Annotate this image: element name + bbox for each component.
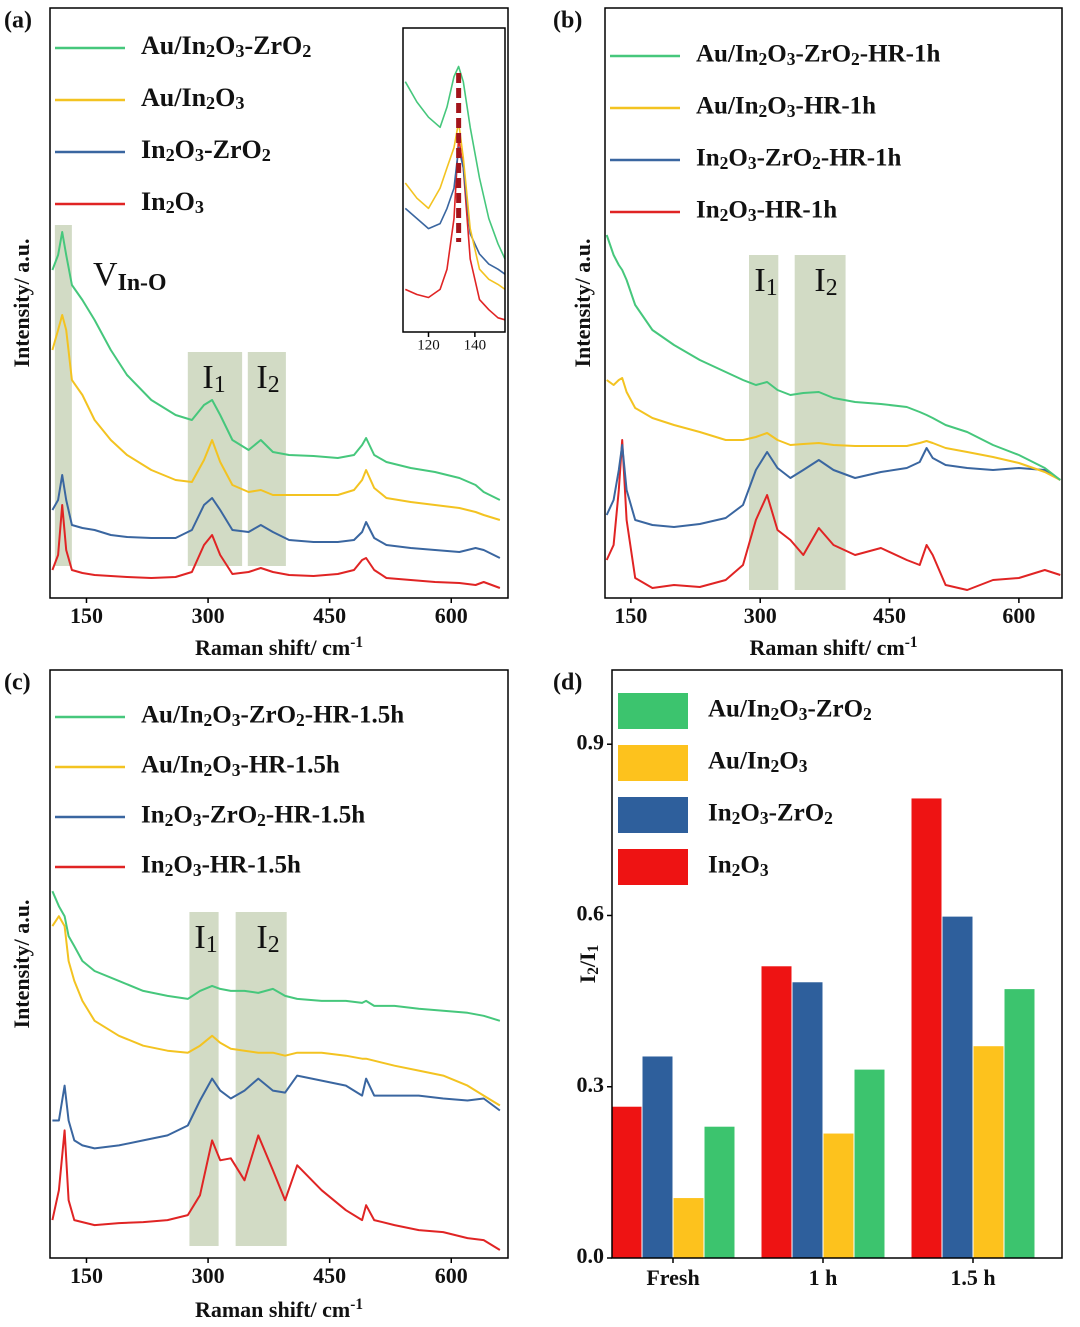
legend-label: In2O3-HR-1.5h	[141, 852, 301, 880]
legend-label: In2O3-ZrO2	[708, 800, 833, 828]
legend-label: In2O3-ZrO2-HR-1h	[696, 145, 902, 173]
spectrum-line	[51, 231, 501, 501]
x-tick-label: 120	[417, 337, 440, 353]
legend-label: Au/In2O3	[708, 748, 808, 776]
x-axis-label: Raman shift/ cm-1	[195, 1296, 363, 1322]
y-axis-label: Intensity/ a.u.	[9, 239, 34, 368]
highlight-band	[794, 255, 846, 590]
panel-title: (a)	[4, 8, 32, 34]
spectrum-line	[51, 890, 501, 1022]
legend-swatch	[618, 693, 688, 729]
legend-label: Au/In2O3-ZrO2	[141, 31, 311, 61]
legend-label: Au/In2O3-ZrO2	[708, 696, 872, 724]
x-tick-label: 140	[464, 337, 487, 353]
bar	[973, 1046, 1004, 1258]
x-tick-label: 450	[313, 1263, 346, 1288]
x-tick-label: 450	[873, 603, 906, 628]
highlight-band	[235, 912, 287, 1246]
legend-label: In2O3-ZrO2-HR-1.5h	[141, 802, 365, 830]
x-tick-label: 300	[744, 603, 777, 628]
x-tick-label: 300	[192, 603, 225, 628]
y-tick-label: 0.9	[577, 729, 605, 754]
highlight-label: VIn-O	[93, 256, 167, 296]
x-tick-label: 150	[70, 603, 103, 628]
x-tick-label: 600	[435, 1263, 468, 1288]
highlight-band	[189, 912, 219, 1246]
spectrum-line	[51, 915, 501, 1107]
x-axis-label: Raman shift/ cm-1	[195, 634, 363, 660]
legend-swatch	[618, 849, 688, 885]
x-tick-label: Fresh	[646, 1265, 699, 1290]
y-axis-label: Intensity/ a.u.	[570, 239, 595, 368]
x-tick-label: 600	[1002, 603, 1035, 628]
plot-frame	[49, 669, 509, 1259]
x-axis-label: Raman shift/ cm-1	[749, 634, 917, 660]
legend-label: Au/In2O3-ZrO2-HR-1.5h	[141, 702, 404, 730]
bar	[611, 1106, 642, 1258]
bar	[942, 916, 973, 1258]
spectrum-line	[51, 474, 501, 559]
x-tick-label: 600	[435, 603, 468, 628]
x-tick-label: 450	[313, 603, 346, 628]
plot-frame	[49, 7, 509, 599]
spectrum-line	[52, 1074, 501, 1150]
legend-swatch	[618, 745, 688, 781]
plot-frame	[611, 669, 1063, 1259]
panel-title: (b)	[553, 8, 582, 34]
legend-label: Au/In2O3-HR-1.5h	[141, 752, 340, 780]
spectrum-line	[404, 65, 506, 260]
legend-label: In2O3	[708, 852, 769, 880]
legend-label: Au/In2O3-ZrO2-HR-1h	[696, 41, 940, 69]
y-tick-label: 0.0	[577, 1243, 605, 1268]
spectrum-line	[404, 146, 506, 275]
legend-label: In2O3-ZrO2	[141, 135, 271, 165]
plot-frame	[402, 27, 506, 333]
legend-label: In2O3	[141, 187, 204, 217]
highlight-subscript: In-O	[118, 270, 167, 296]
spectrum-line	[51, 504, 501, 589]
x-tick-label: 1 h	[809, 1265, 838, 1290]
x-tick-label: 150	[70, 1263, 103, 1288]
legend-label: In2O3-HR-1h	[696, 197, 837, 225]
bar	[673, 1198, 704, 1258]
spectrum-line	[605, 439, 1061, 591]
bar	[911, 798, 942, 1258]
legend-label: Au/In2O3	[141, 83, 244, 113]
spectrum-line	[51, 314, 501, 521]
plot-frame	[604, 7, 1063, 599]
bar	[854, 1069, 885, 1258]
spectrum-line	[606, 377, 1061, 481]
legend-swatch	[618, 797, 688, 833]
spectrum-line	[51, 1129, 501, 1251]
y-axis-label: I2/I1	[575, 945, 602, 984]
highlight-band	[748, 255, 779, 590]
bar	[1004, 989, 1035, 1258]
highlight-band	[54, 225, 72, 566]
x-tick-label: 150	[614, 603, 647, 628]
spectrum-line	[605, 234, 1061, 481]
y-tick-label: 0.3	[577, 1072, 605, 1097]
panel-title: (d)	[553, 670, 582, 696]
x-tick-label: 1.5 h	[950, 1265, 995, 1290]
panel-title: (c)	[4, 670, 31, 696]
x-tick-label: 300	[192, 1263, 225, 1288]
bar	[704, 1126, 735, 1258]
inset-background	[403, 28, 505, 332]
spectrum-line	[605, 444, 1061, 528]
y-tick-label: 0.6	[577, 901, 605, 926]
bar	[642, 1056, 673, 1258]
highlight-band	[247, 352, 286, 566]
bar	[823, 1133, 854, 1258]
bar	[761, 966, 792, 1258]
bar	[792, 982, 823, 1258]
legend-label: Au/In2O3-HR-1h	[696, 93, 876, 121]
y-axis-label: Intensity/ a.u.	[9, 900, 34, 1029]
